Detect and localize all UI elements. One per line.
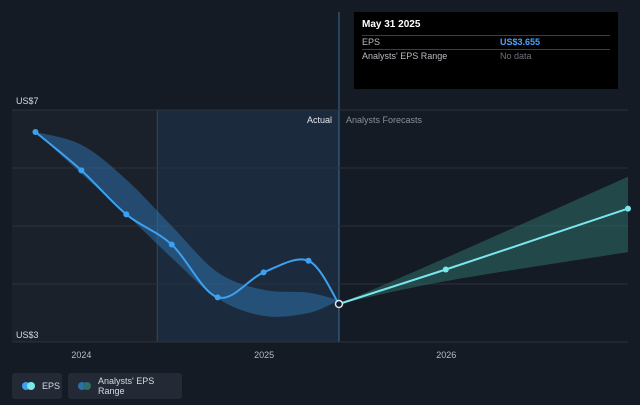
actual-label: Actual [307, 115, 332, 125]
x-tick-label: 2025 [254, 350, 274, 360]
legend-eps-label: EPS [42, 381, 61, 391]
eps-point [305, 257, 312, 264]
eps-point [78, 167, 85, 174]
tooltip-eps-value: US$3.655 [500, 37, 541, 47]
y-tick-label-top: US$7 [16, 96, 39, 106]
eps-forecast-point [442, 266, 449, 273]
legend-eps-icon [22, 382, 35, 390]
eps-forecast-point [625, 205, 631, 212]
forecast-label: Analysts Forecasts [346, 115, 423, 125]
tooltip-eps-label: EPS [362, 37, 381, 47]
eps-line [34, 131, 340, 305]
eps-point [214, 294, 221, 301]
hover-tooltip: May 31 2025 EPS US$3.655 Analysts' EPS R… [354, 12, 618, 89]
tooltip-range-label: Analysts' EPS Range [362, 51, 448, 61]
eps-point [123, 211, 130, 218]
tooltip-row-range: Analysts' EPS Range No data [362, 49, 610, 63]
x-tick-label: 2026 [436, 350, 456, 360]
legend-range-button[interactable]: Analysts' EPS Range [68, 373, 182, 399]
y-tick-label-bottom: US$3 [16, 330, 39, 340]
legend-eps-button[interactable]: EPS [12, 373, 62, 399]
analyst-range-band-forecast [338, 176, 628, 305]
eps-point [32, 129, 39, 136]
tooltip-range-value: No data [500, 51, 532, 61]
x-tick-label: 2024 [71, 350, 91, 360]
eps-point [168, 241, 175, 248]
legend-range-label: Analysts' EPS Range [98, 376, 155, 396]
analyst-range-band-past [35, 132, 339, 317]
eps-point [260, 269, 267, 276]
tooltip-row-eps: EPS US$3.655 [362, 35, 610, 49]
eps-point-current [334, 299, 344, 309]
eps-forecast-line [338, 207, 629, 305]
legend-range-icon [78, 382, 91, 390]
tooltip-date: May 31 2025 [362, 19, 421, 30]
